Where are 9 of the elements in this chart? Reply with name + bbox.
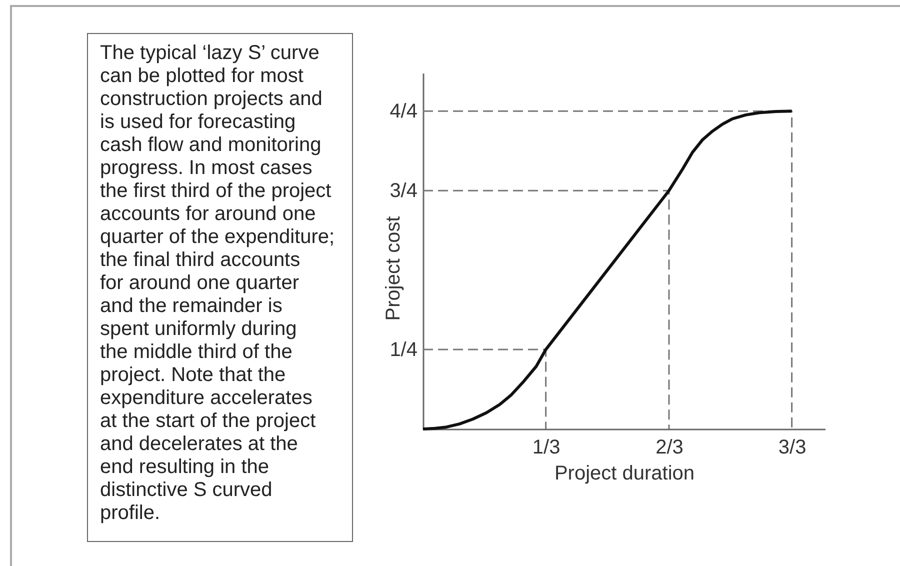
x-tick-label: 3/3 xyxy=(778,436,806,458)
x-axis-title: Project duration xyxy=(554,462,695,484)
y-tick-label: 4/4 xyxy=(390,100,418,123)
x-tick-label: 1/3 xyxy=(532,436,560,458)
y-tick-label: 3/4 xyxy=(390,180,418,202)
text: The typical ‘lazy S’ curve can be plotted for most construction projects and is used for forecasting cash flow and monitoring progress. In most cases the first third of the project accounts for around one quarter of the expenditure; the final third accounts for around one quarter and the remainder is spent uniformly during the middle third of the project. Note that the expenditure accelerates at the start of the project and decelerates at the end resulting in the distinctive S curved profile. xyxy=(100,42,335,524)
x-tick-label: 2/3 xyxy=(656,436,684,458)
y-tick-label: 1/4 xyxy=(390,339,418,362)
y-axis-title: Project cost xyxy=(382,216,404,321)
